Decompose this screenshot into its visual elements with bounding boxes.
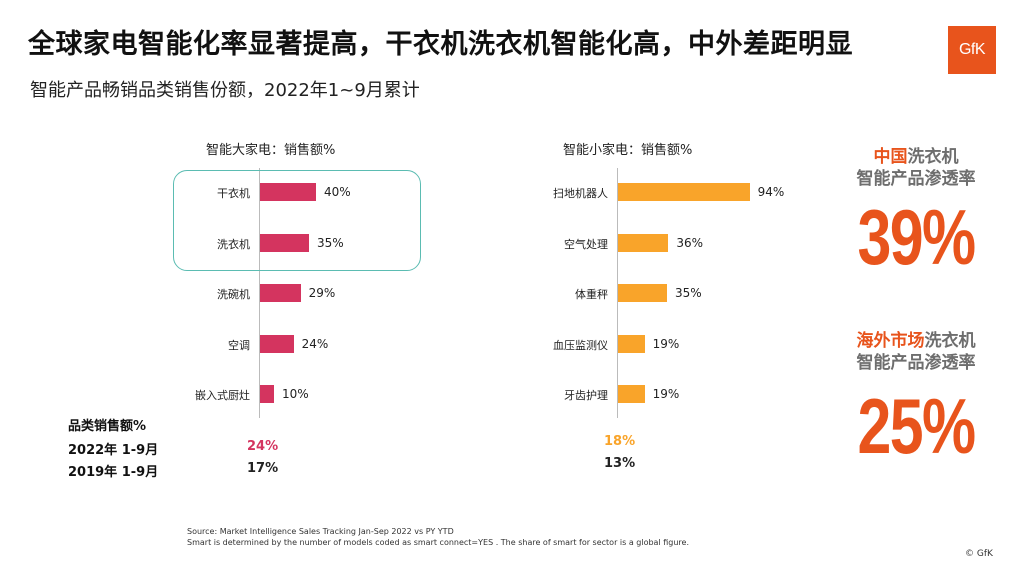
summary-row-label-2022: 2022年 1-9月 bbox=[68, 443, 159, 458]
big-appliance-category-label: 洗碗机 bbox=[217, 288, 250, 301]
small-appliance-axis bbox=[617, 168, 618, 418]
small-appliance-value-label: 19% bbox=[652, 387, 680, 401]
kpi-china-label: 中国洗衣机 智能产品渗透率 bbox=[826, 146, 1006, 190]
summary-row-label-2019: 2019年 1-9月 bbox=[68, 465, 159, 480]
big-appliance-value-label: 40% bbox=[324, 185, 351, 199]
small-appliance-category-label: 牙齿护理 bbox=[564, 389, 608, 402]
small-appliance-bar bbox=[618, 334, 645, 353]
small-appliance-bar bbox=[618, 233, 669, 252]
small-appliance-bar bbox=[618, 284, 667, 302]
kpi-overseas-label-rest: 洗衣机 bbox=[924, 331, 976, 351]
summary-heading: 品类销售额% bbox=[68, 419, 147, 434]
highlight-box bbox=[173, 170, 421, 271]
kpi-overseas-label-highlight: 海外市场 bbox=[856, 331, 925, 351]
big-appliance-bar bbox=[260, 334, 294, 353]
summary-big-2019: 17% bbox=[247, 461, 279, 476]
gfk-logo: GfK bbox=[948, 26, 996, 74]
copyright: © GfK bbox=[965, 549, 993, 559]
small-appliance-category-label: 空气处理 bbox=[564, 237, 608, 251]
summary-big-2022: 24% bbox=[247, 439, 279, 454]
page-title: 全球家电智能化率显著提高，干衣机洗衣机智能化高，中外差距明显 bbox=[28, 29, 853, 60]
big-appliance-category-label: 洗衣机 bbox=[217, 237, 250, 251]
small-appliance-value-label: 36% bbox=[676, 235, 704, 250]
big-appliance-category-label: 干衣机 bbox=[217, 187, 250, 200]
kpi-china-label-highlight: 中国 bbox=[873, 147, 908, 167]
big-appliance-value-label: 24% bbox=[301, 336, 329, 351]
page-subtitle: 智能产品畅销品类销售份额，2022年1~9月累计 bbox=[30, 80, 420, 101]
kpi-overseas-value: 25% bbox=[857, 382, 976, 470]
small-appliance-value-label: 35% bbox=[675, 286, 702, 300]
summary-small-2022: 18% bbox=[604, 434, 636, 449]
kpi-overseas-label: 海外市场洗衣机 智能产品渗透率 bbox=[826, 330, 1006, 374]
small-appliance-bar bbox=[618, 183, 750, 201]
big-appliance-value-label: 29% bbox=[308, 286, 336, 300]
summary-small-2019: 13% bbox=[604, 456, 636, 471]
small-appliance-value-label: 19% bbox=[652, 336, 680, 351]
small-appliance-category-label: 血压监测仪 bbox=[553, 338, 608, 352]
big-appliance-axis bbox=[259, 168, 260, 418]
big-appliance-category-label: 空调 bbox=[228, 338, 250, 352]
big-appliance-value-label: 10% bbox=[282, 387, 309, 401]
kpi-china-value: 39% bbox=[857, 193, 976, 281]
small-appliance-chart-title: 智能小家电：销售额% bbox=[563, 143, 693, 158]
small-appliance-category-label: 扫地机器人 bbox=[553, 187, 608, 200]
kpi-china-label-rest: 洗衣机 bbox=[907, 147, 959, 167]
big-appliance-bar bbox=[260, 284, 301, 302]
big-appliance-bar bbox=[260, 183, 316, 201]
kpi-china-label-line2: 智能产品渗透率 bbox=[856, 169, 976, 189]
smart-definition-note: Smart is determined by the number of mod… bbox=[187, 538, 689, 547]
small-appliance-category-label: 体重秤 bbox=[575, 288, 608, 301]
source-note: Source: Market Intelligence Sales Tracki… bbox=[187, 527, 454, 536]
small-appliance-bar bbox=[618, 385, 645, 403]
big-appliance-value-label: 35% bbox=[317, 235, 344, 250]
small-appliance-value-label: 94% bbox=[757, 185, 785, 199]
big-appliance-category-label: 嵌入式厨灶 bbox=[195, 389, 250, 402]
big-appliance-bar bbox=[260, 385, 274, 403]
big-appliance-chart-title: 智能大家电：销售额% bbox=[206, 143, 336, 158]
big-appliance-bar bbox=[260, 233, 309, 252]
kpi-overseas-label-line2: 智能产品渗透率 bbox=[856, 353, 976, 373]
